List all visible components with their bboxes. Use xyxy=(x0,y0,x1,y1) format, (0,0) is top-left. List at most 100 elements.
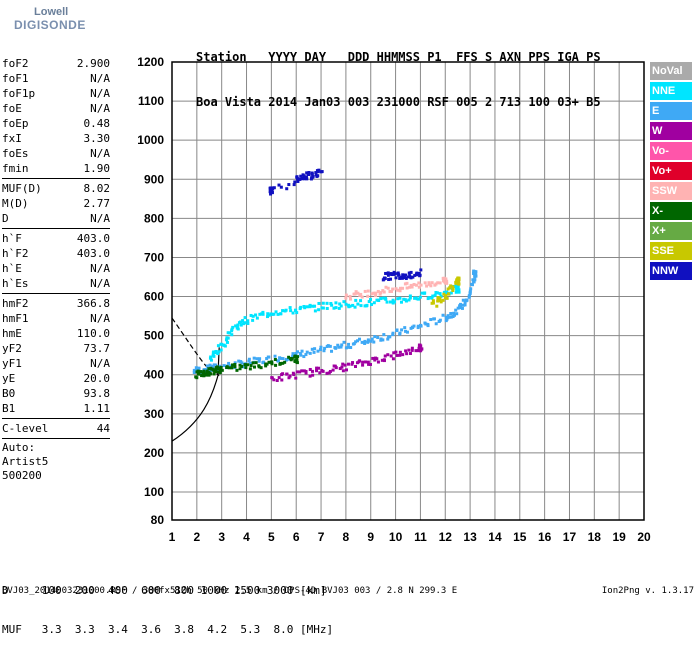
echo-point xyxy=(240,364,244,368)
echo-point xyxy=(420,291,424,295)
echo-point xyxy=(328,369,332,373)
echo-point xyxy=(195,376,199,380)
param-row: B0 93.8 xyxy=(2,386,110,401)
legend-item: W xyxy=(650,122,692,140)
echo-point xyxy=(218,371,222,375)
echo-point xyxy=(205,370,209,374)
echo-point xyxy=(463,300,467,304)
echo-point xyxy=(394,276,398,280)
param-separator xyxy=(2,438,110,439)
chart-grid xyxy=(171,61,645,521)
echo-point xyxy=(268,186,272,190)
param-value: N/A xyxy=(90,212,110,225)
echo-point xyxy=(311,373,315,377)
echo-point xyxy=(328,344,332,348)
y-tick-labels: 80 100 200 300 400 500 600 700 800 900 1000 1100 120… xyxy=(137,55,164,527)
x-tick-label: 8 xyxy=(343,530,350,544)
echo-point xyxy=(216,367,220,371)
x-tick-label: 3 xyxy=(218,530,225,544)
param-name: h`E xyxy=(2,262,22,275)
x-tick-label: 20 xyxy=(637,530,651,544)
param-row: foEp 0.48 xyxy=(2,116,110,131)
echo-point xyxy=(202,371,206,375)
echo-point xyxy=(397,273,401,277)
echo-point xyxy=(447,292,451,296)
echo-point xyxy=(354,340,358,344)
echo-point xyxy=(360,340,364,344)
echo-point xyxy=(444,315,448,319)
echo-point xyxy=(334,346,338,350)
echo-point xyxy=(199,370,203,374)
echo-point xyxy=(417,271,421,275)
x-tick-label: 6 xyxy=(293,530,300,544)
echo-point xyxy=(196,369,200,373)
echo-point xyxy=(405,286,409,290)
echo-point xyxy=(473,278,477,282)
echo-point xyxy=(374,294,378,298)
param-value: 3.30 xyxy=(83,132,111,145)
echo-point xyxy=(366,360,370,364)
param-value: 44 xyxy=(96,422,110,435)
x-tick-label: 11 xyxy=(414,530,427,544)
echo-point xyxy=(444,277,448,281)
echo-point xyxy=(217,350,221,354)
echo-point xyxy=(267,313,271,317)
echo-point xyxy=(364,360,368,364)
param-name: foF1 xyxy=(2,72,29,85)
echo-point xyxy=(439,300,443,304)
echo-point xyxy=(341,369,345,373)
echo-point xyxy=(340,365,344,369)
echo-point xyxy=(396,288,400,292)
echo-point xyxy=(222,343,226,347)
param-name: hmE xyxy=(2,327,22,340)
param-name: h`F xyxy=(2,232,22,245)
echo-point xyxy=(398,276,402,280)
legend-item: Vo+ xyxy=(650,162,692,180)
echo-point xyxy=(294,376,298,380)
logo: Lowell DIGISONDE xyxy=(4,4,85,44)
echo-point xyxy=(270,362,274,366)
echo-point xyxy=(456,276,460,280)
echo-point xyxy=(235,368,239,372)
echo-point xyxy=(244,366,248,370)
echo-point xyxy=(413,273,417,277)
echo-point xyxy=(449,291,453,295)
echo-point xyxy=(293,354,297,358)
file-footer: BVJ03_2014003231000.RSF / 380fx512h 50 k… xyxy=(2,586,458,596)
param-row: hmF2 366.8 xyxy=(2,296,110,311)
echo-point xyxy=(448,286,452,290)
echo-point xyxy=(387,278,391,282)
echo-point xyxy=(373,335,377,339)
echo-point xyxy=(365,303,369,307)
param-value: N/A xyxy=(90,87,110,100)
x-tick-label: 12 xyxy=(439,530,453,544)
echo-point xyxy=(401,353,405,357)
echo-point xyxy=(317,301,321,305)
y-tick-label: 100 xyxy=(144,485,164,499)
echo-point xyxy=(252,365,256,369)
echo-point xyxy=(473,270,477,274)
echo-point xyxy=(342,300,346,304)
echo-point xyxy=(410,348,414,352)
echo-point xyxy=(325,371,329,375)
x-tick-label: 10 xyxy=(389,530,403,544)
echo-point xyxy=(349,297,353,301)
param-name: C-level xyxy=(2,422,49,435)
param-value: N/A xyxy=(90,277,110,290)
echo-point xyxy=(373,358,377,362)
echo-point xyxy=(427,282,431,286)
echo-point xyxy=(398,286,402,290)
echo-point xyxy=(367,362,371,366)
echo-point xyxy=(350,362,354,366)
echo-point xyxy=(313,309,317,313)
echo-point xyxy=(257,365,261,369)
echo-point xyxy=(457,280,461,284)
param-name: D xyxy=(2,212,9,225)
echo-point xyxy=(211,364,215,368)
echo-point xyxy=(463,303,467,307)
echo-point xyxy=(360,295,364,299)
profile-curves xyxy=(171,317,220,442)
param-value: N/A xyxy=(90,72,110,85)
echo-point xyxy=(395,328,399,332)
echo-point xyxy=(474,274,478,278)
